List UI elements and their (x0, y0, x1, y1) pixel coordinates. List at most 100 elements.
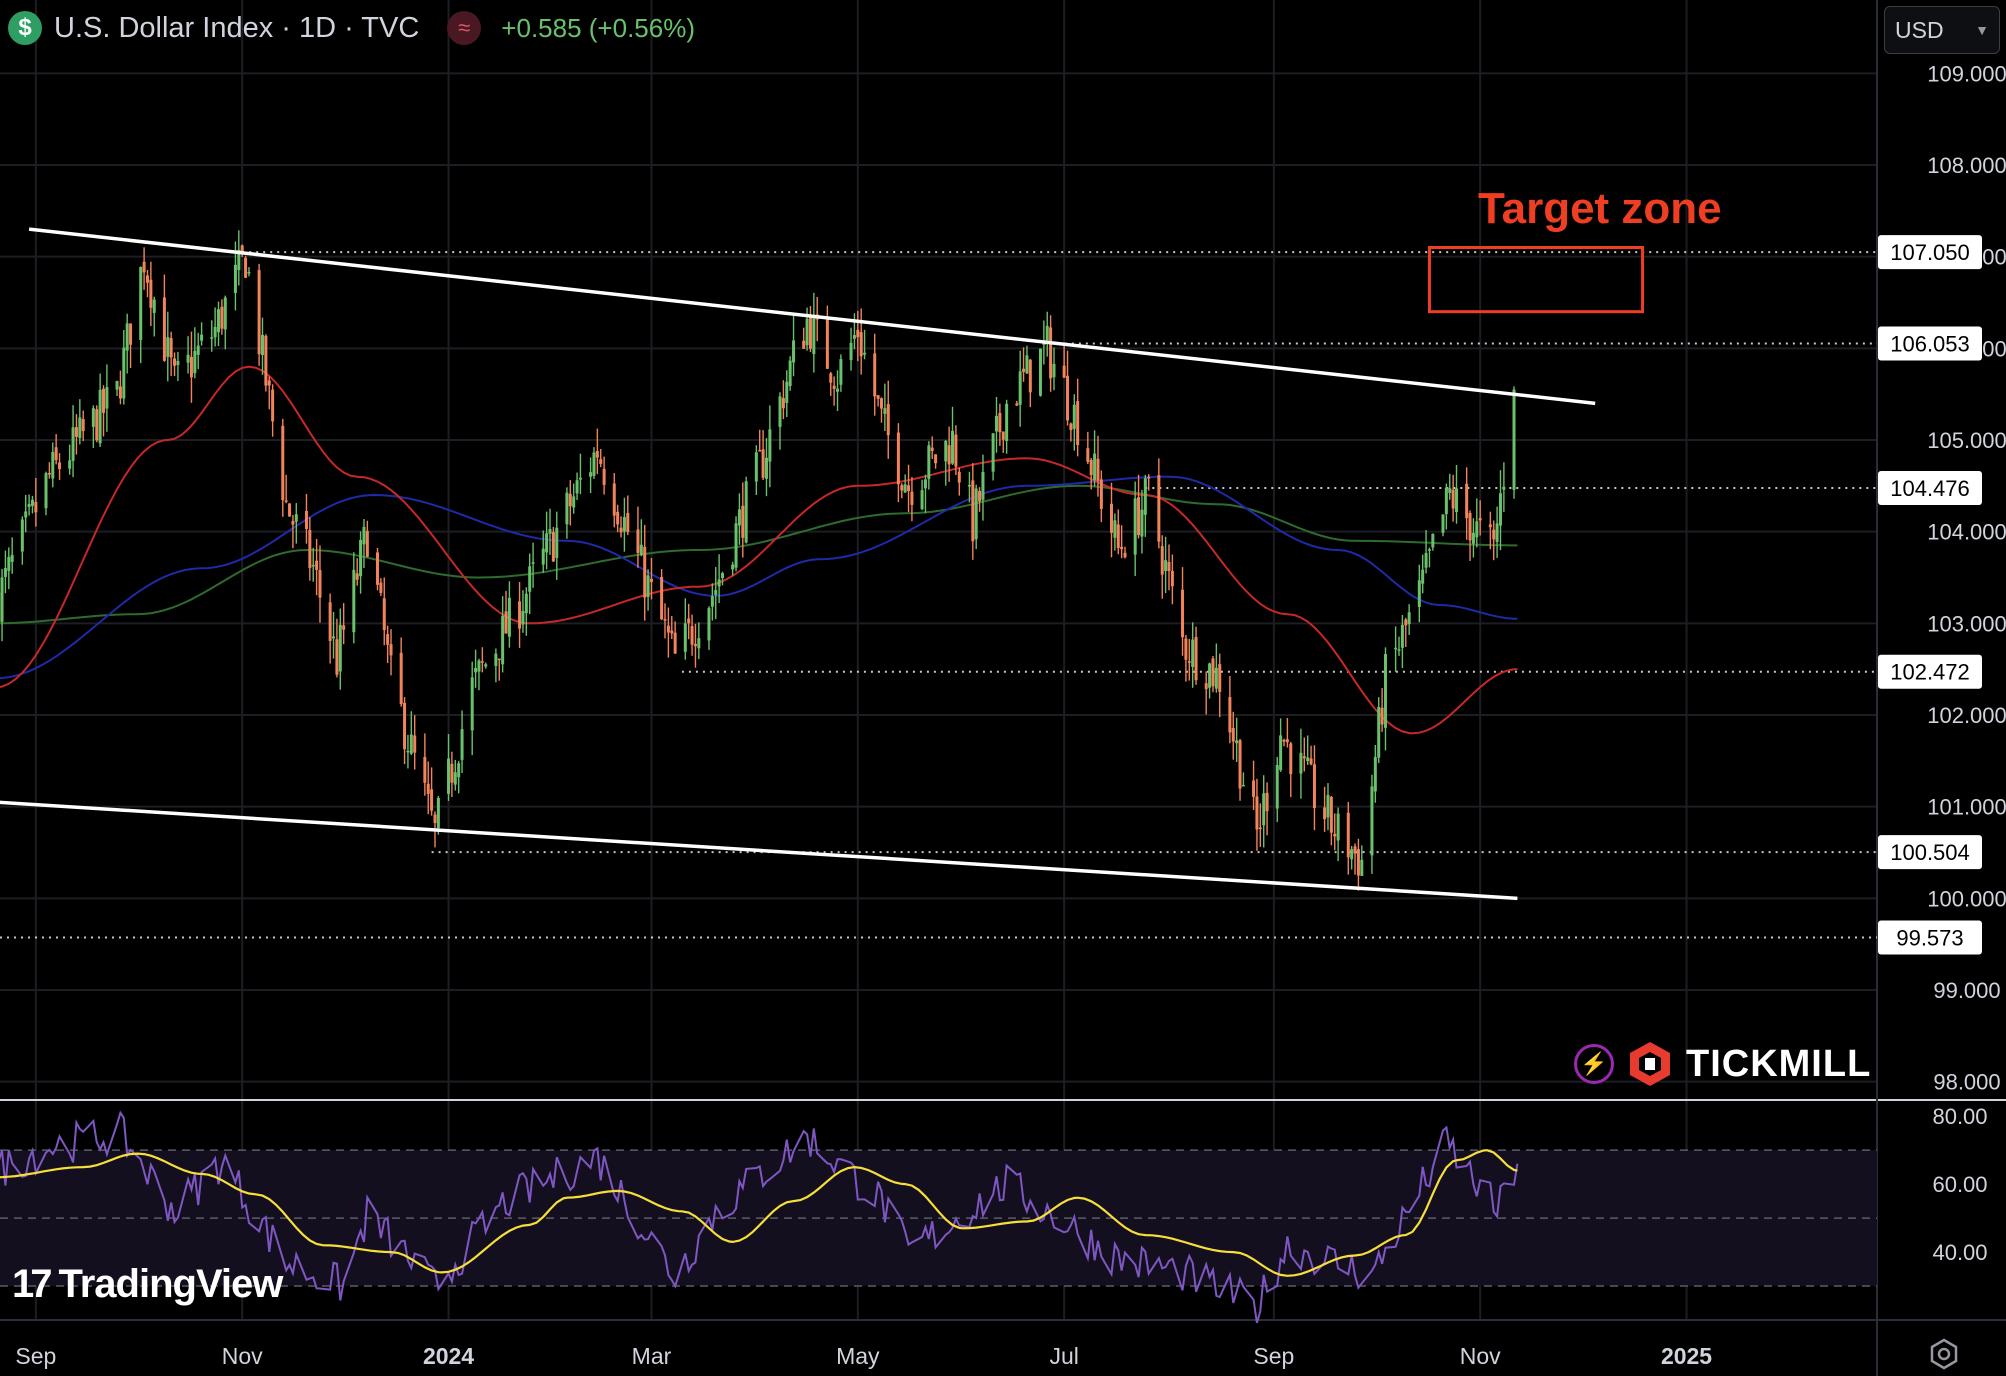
candle-body (44, 473, 48, 509)
candle-body (1465, 483, 1469, 519)
candle-body (173, 358, 177, 366)
price-label-text: 100.504 (1890, 840, 1970, 865)
candle-body (1066, 375, 1070, 421)
candle-body (291, 521, 295, 525)
candle-body (149, 279, 153, 308)
candle-body (839, 359, 843, 385)
candle-body (1471, 532, 1475, 544)
candle-body (20, 519, 24, 552)
candle-body (646, 575, 650, 597)
candle-body (785, 381, 789, 403)
candle-body (389, 644, 393, 656)
candle-body (10, 554, 14, 562)
candle-body (636, 529, 640, 553)
candle-body (1279, 735, 1283, 771)
candle-body (281, 425, 285, 501)
candle-body (673, 632, 677, 654)
candle-body (1356, 849, 1360, 876)
candle-body (186, 354, 190, 363)
candle-body (271, 389, 275, 422)
candle-body (1492, 529, 1496, 540)
candle-body (1441, 514, 1445, 533)
candle-body (1333, 833, 1337, 837)
candle-body (923, 479, 927, 489)
candle-body (660, 576, 664, 620)
candle-body (595, 450, 599, 458)
symbol-title[interactable]: U.S. Dollar Index · 1D · TVC (54, 11, 420, 44)
candle-body (193, 350, 197, 374)
candle-body (220, 306, 224, 329)
chart-header: $ U.S. Dollar Index · 1D · TVC ≈ +0.585 … (8, 8, 695, 48)
candle-body (1093, 453, 1097, 481)
candle-body (335, 639, 339, 675)
tradingview-wordmark: TradingView (58, 1262, 284, 1306)
bolt-icon[interactable]: ⚡ (1574, 1044, 1614, 1084)
candle-body (528, 566, 532, 592)
candle-body (247, 271, 251, 274)
candle-body (142, 261, 146, 273)
candle-body (355, 573, 359, 580)
candle-body (1113, 520, 1117, 538)
price-label-badge (1878, 920, 1982, 955)
candle-body (666, 625, 670, 633)
candle-body (852, 335, 856, 339)
price-label-badge (1878, 235, 1982, 270)
candle-body (240, 245, 244, 254)
candle-body (1096, 458, 1100, 481)
candle-body (1116, 524, 1120, 549)
price-label-badge (1878, 471, 1982, 506)
candle-body (572, 496, 576, 508)
candle-body (1181, 589, 1185, 638)
candle-body (849, 342, 853, 361)
candle-body (1377, 706, 1381, 758)
candle-body (1089, 459, 1093, 475)
candle-body (825, 317, 829, 369)
candle-body (1394, 647, 1398, 650)
candle-body (883, 408, 887, 414)
target-zone (1427, 246, 1645, 314)
candle-body (1299, 752, 1303, 774)
candle-body (315, 560, 319, 570)
price-label-badge (1878, 326, 1982, 361)
candle-body (68, 460, 72, 469)
candle-body (978, 490, 982, 502)
currency-selector[interactable]: USD ▼ (1884, 6, 2000, 54)
candle-body (145, 275, 149, 283)
dollar-coin-icon: $ (8, 11, 42, 45)
candle-body (781, 398, 785, 409)
candle-body (541, 548, 545, 565)
candle-body (318, 570, 322, 598)
moving-averages (0, 365, 1518, 735)
candle-body (1400, 624, 1404, 648)
candle-body (257, 270, 261, 355)
candle-body (1309, 758, 1313, 765)
candle-body (447, 758, 451, 794)
price-tick-label: 100.000 (1927, 886, 2006, 911)
candle-body (1038, 348, 1042, 396)
candle-body (1353, 846, 1357, 854)
candle-body (731, 564, 735, 570)
candle-body (896, 432, 900, 485)
candle-body (78, 417, 82, 439)
candle-body (1468, 513, 1472, 541)
candle-body (1475, 521, 1479, 538)
candle-body (460, 729, 464, 760)
candle-body (115, 381, 119, 390)
candle-body (362, 526, 366, 545)
price-label-text: 99.573 (1896, 925, 1963, 950)
price-tick-label: 101.000 (1927, 795, 2006, 820)
settings-icon[interactable] (1928, 1338, 1960, 1370)
candle-body (873, 353, 877, 397)
price-level-lines (0, 251, 1877, 939)
price-label-text: 102.472 (1890, 660, 1970, 685)
wave-indicator-icon[interactable]: ≈ (447, 11, 482, 45)
candle-body (328, 602, 332, 641)
candle-body (994, 415, 998, 432)
target-zone-label: Target zone (1478, 184, 1722, 233)
rsi-tick-label: 80.00 (1932, 1104, 1987, 1129)
candle-body (1488, 524, 1492, 528)
candle-body (1022, 368, 1026, 372)
candle-body (1275, 764, 1279, 809)
candle-body (737, 509, 741, 526)
